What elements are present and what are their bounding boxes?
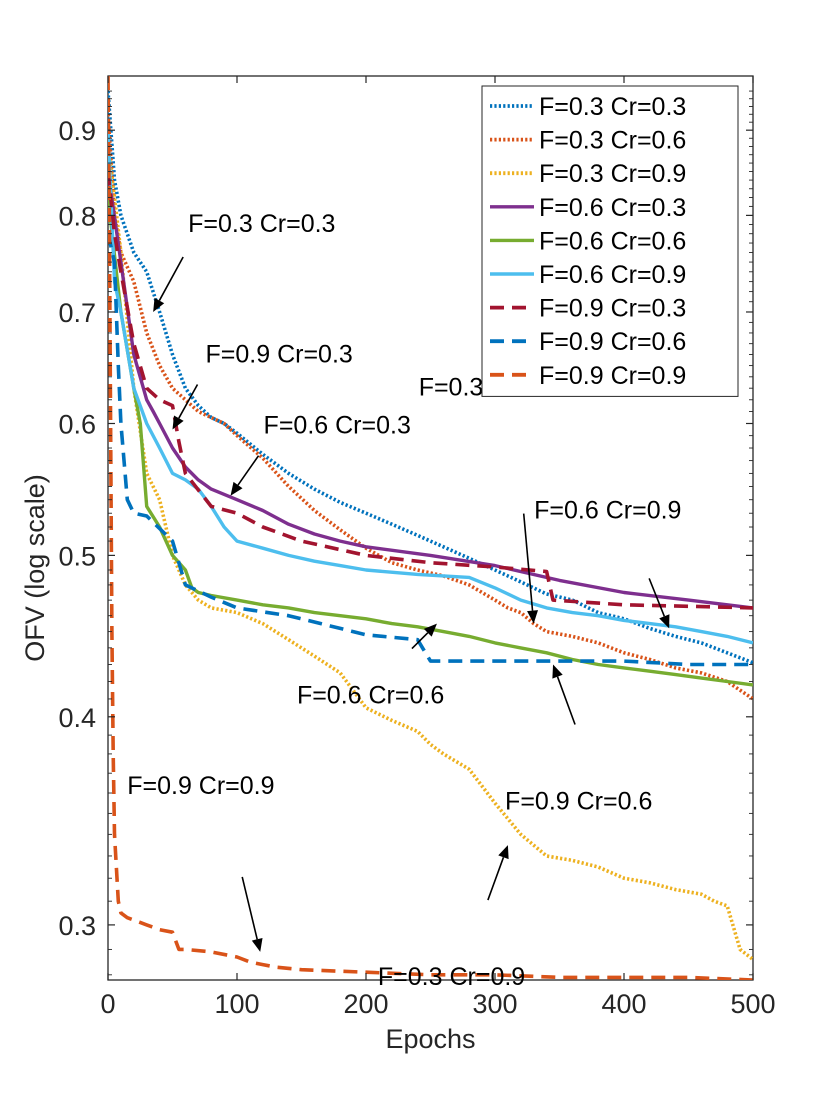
annotation-arrow-head [251, 938, 263, 952]
annotation-arrow-head [153, 297, 165, 312]
annotation-label-f-0-6-cr-0-9: F=0.6 Cr=0.9 [534, 496, 681, 524]
annotation-label-f-0-3-cr-0-3: F=0.3 Cr=0.3 [188, 210, 335, 238]
series-line-f-0-9-cr-0-9 [108, 76, 753, 980]
x-tick-label: 200 [343, 989, 388, 1019]
annotation-arrow-head [172, 415, 184, 430]
legend-label-f-0-6-cr-0-9: F=0.6 Cr=0.9 [539, 261, 686, 289]
plot-area [107, 75, 754, 981]
legend-label-f-0-9-cr-0-9: F=0.9 Cr=0.9 [539, 362, 686, 390]
y-tick-labels: 0.3 0.4 0.5 0.6 0.7 0.8 0.9 [58, 116, 96, 941]
annotation-label-f-0-3-cr-0-9: F=0.3 Cr=0.9 [378, 963, 525, 991]
x-axis-label: Epochs [385, 1024, 475, 1054]
legend: F=0.3 Cr=0.3 F=0.3 Cr=0.6 F=0.3 Cr=0.9 F=0.… [481, 85, 739, 397]
annotation-label-f-0-9-cr-0-6: F=0.9 Cr=0.6 [505, 787, 652, 815]
annotation-arrow-line [237, 455, 260, 486]
legend-label-f-0-3-cr-0-3: F=0.3 Cr=0.3 [539, 93, 686, 121]
series-layer [108, 76, 753, 980]
annotation-arrow-line [241, 876, 258, 940]
annotation-arrow-head [527, 610, 539, 624]
y-tick-label: 0.9 [58, 116, 96, 146]
annotation-arrow-line [411, 632, 429, 650]
annotation-arrow-head [230, 481, 243, 496]
series-line-f-0-3-cr-0-9 [108, 146, 753, 961]
annotation-label-f-0-9-cr-0-3: F=0.9 Cr=0.3 [206, 341, 353, 369]
annotation-arrow-head [498, 845, 509, 860]
legend-label-f-0-9-cr-0-6: F=0.9 Cr=0.6 [539, 328, 686, 356]
plot-frame [107, 75, 754, 981]
annotation-arrow-line [522, 513, 534, 611]
annotation-arrow-line [158, 256, 184, 301]
series-line-f-0-3-cr-0-6 [108, 114, 753, 701]
x-tick-labels: 0 100 200 300 400 500 [100, 989, 775, 1019]
series-line-f-0-9-cr-0-3 [108, 171, 753, 610]
annotation-arrow-line [556, 676, 576, 725]
tick-layer [107, 76, 754, 980]
legend-label-f-0-3-cr-0-6: F=0.3 Cr=0.6 [539, 127, 686, 155]
y-tick-label: 0.8 [58, 201, 96, 231]
y-axis-label: OFV (log scale) [20, 474, 50, 662]
annotation-label-f-0-6-cr-0-3: F=0.6 Cr=0.3 [264, 412, 411, 440]
y-tick-label: 0.6 [58, 409, 96, 439]
legend-label-f-0-9-cr-0-3: F=0.9 Cr=0.3 [539, 295, 686, 323]
legend-entries: F=0.3 Cr=0.3 F=0.3 Cr=0.6 F=0.3 Cr=0.9 F=0.… [490, 93, 686, 390]
annotation-arrow-head [552, 664, 563, 679]
annotation-arrow-line [487, 857, 505, 901]
y-tick-label: 0.4 [58, 703, 96, 733]
annotation-arrow-line [648, 578, 666, 617]
annotation-arrow-line [178, 384, 199, 419]
annotation-label-f-0-6-cr-0-6: F=0.6 Cr=0.6 [297, 682, 444, 710]
x-tick-label: 400 [601, 989, 646, 1019]
y-tick-label: 0.5 [58, 541, 96, 571]
annotation-label-f-0-9-cr-0-9: F=0.9 Cr=0.9 [127, 772, 274, 800]
annotation-arrow-head [659, 614, 670, 629]
series-line-f-0-6-cr-0-9 [108, 130, 753, 645]
x-tick-label: 0 [100, 989, 115, 1019]
series-line-f-0-9-cr-0-6 [108, 233, 753, 667]
annotation-arrow-head [423, 623, 437, 637]
y-tick-label: 0.7 [58, 298, 96, 328]
y-tick-label: 0.3 [58, 911, 96, 941]
legend-label-f-0-3-cr-0-9: F=0.3 Cr=0.9 [539, 160, 686, 188]
legend-label-f-0-6-cr-0-6: F=0.6 Cr=0.6 [539, 227, 686, 255]
x-tick-label: 500 [730, 989, 775, 1019]
x-tick-label: 100 [214, 989, 259, 1019]
x-tick-label: 300 [472, 989, 517, 1019]
legend-label-f-0-6-cr-0-3: F=0.6 Cr=0.3 [539, 194, 686, 222]
series-line-f-0-6-cr-0-3 [108, 171, 753, 610]
